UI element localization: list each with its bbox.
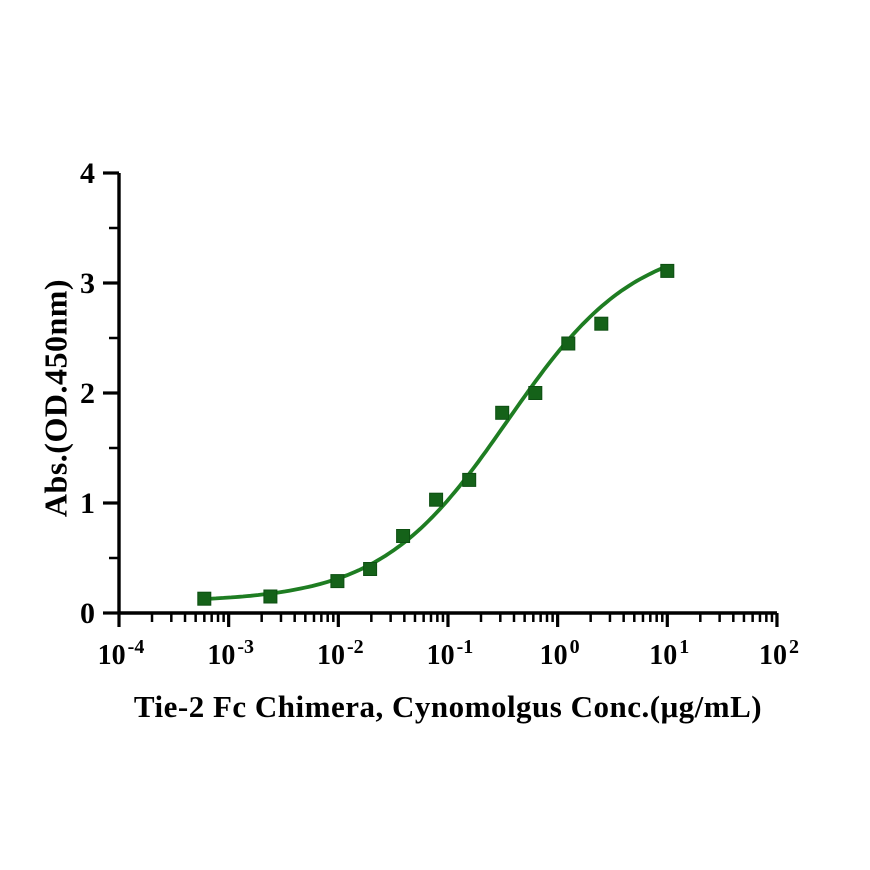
x-tick-label: 10 -3 (207, 636, 254, 671)
x-tick-label: 10 -4 (98, 636, 145, 671)
y-axis-tick-labels: 0 1 2 3 4 (80, 157, 95, 630)
y-tick-label: 2 (80, 377, 95, 410)
x-tick-label: 10 -1 (427, 636, 474, 671)
data-point-marker (263, 589, 278, 604)
x-tick-label: 10 1 (649, 636, 689, 671)
data-point-marker (528, 386, 543, 400)
x-tick-label: 10 0 (540, 636, 580, 671)
data-point-marker (594, 316, 609, 331)
data-point-marker (561, 336, 576, 351)
y-tick-label: 0 (80, 597, 95, 630)
data-point-marker (429, 492, 444, 507)
data-point-marker (462, 472, 477, 487)
data-point-marker (396, 529, 411, 543)
y-tick-label: 3 (80, 267, 95, 300)
data-point-marker (495, 405, 510, 420)
data-point-marker (197, 591, 212, 606)
y-tick-label: 4 (80, 157, 95, 190)
x-axis-tick-labels: 10 -4 10 -3 10 -2 10 -1 10 0 10 1 10 2 (98, 636, 799, 671)
fit-curve (202, 264, 670, 601)
x-axis (117, 611, 779, 627)
y-tick-label: 1 (80, 487, 95, 520)
data-point-marker (330, 574, 345, 589)
y-axis (103, 171, 121, 615)
x-axis-title: Tie-2 Fc Chimera, Cynomolgus Conc.(μg/mL… (133, 689, 763, 724)
y-axis-title: Abs.(OD.450nm) (37, 278, 74, 518)
x-tick-label: 10 2 (759, 636, 799, 671)
x-tick-label: 10 -2 (317, 636, 364, 671)
data-point-marker (363, 562, 378, 576)
data-points (197, 263, 675, 606)
fit-curve-path (202, 264, 670, 601)
data-point-marker (660, 263, 675, 278)
